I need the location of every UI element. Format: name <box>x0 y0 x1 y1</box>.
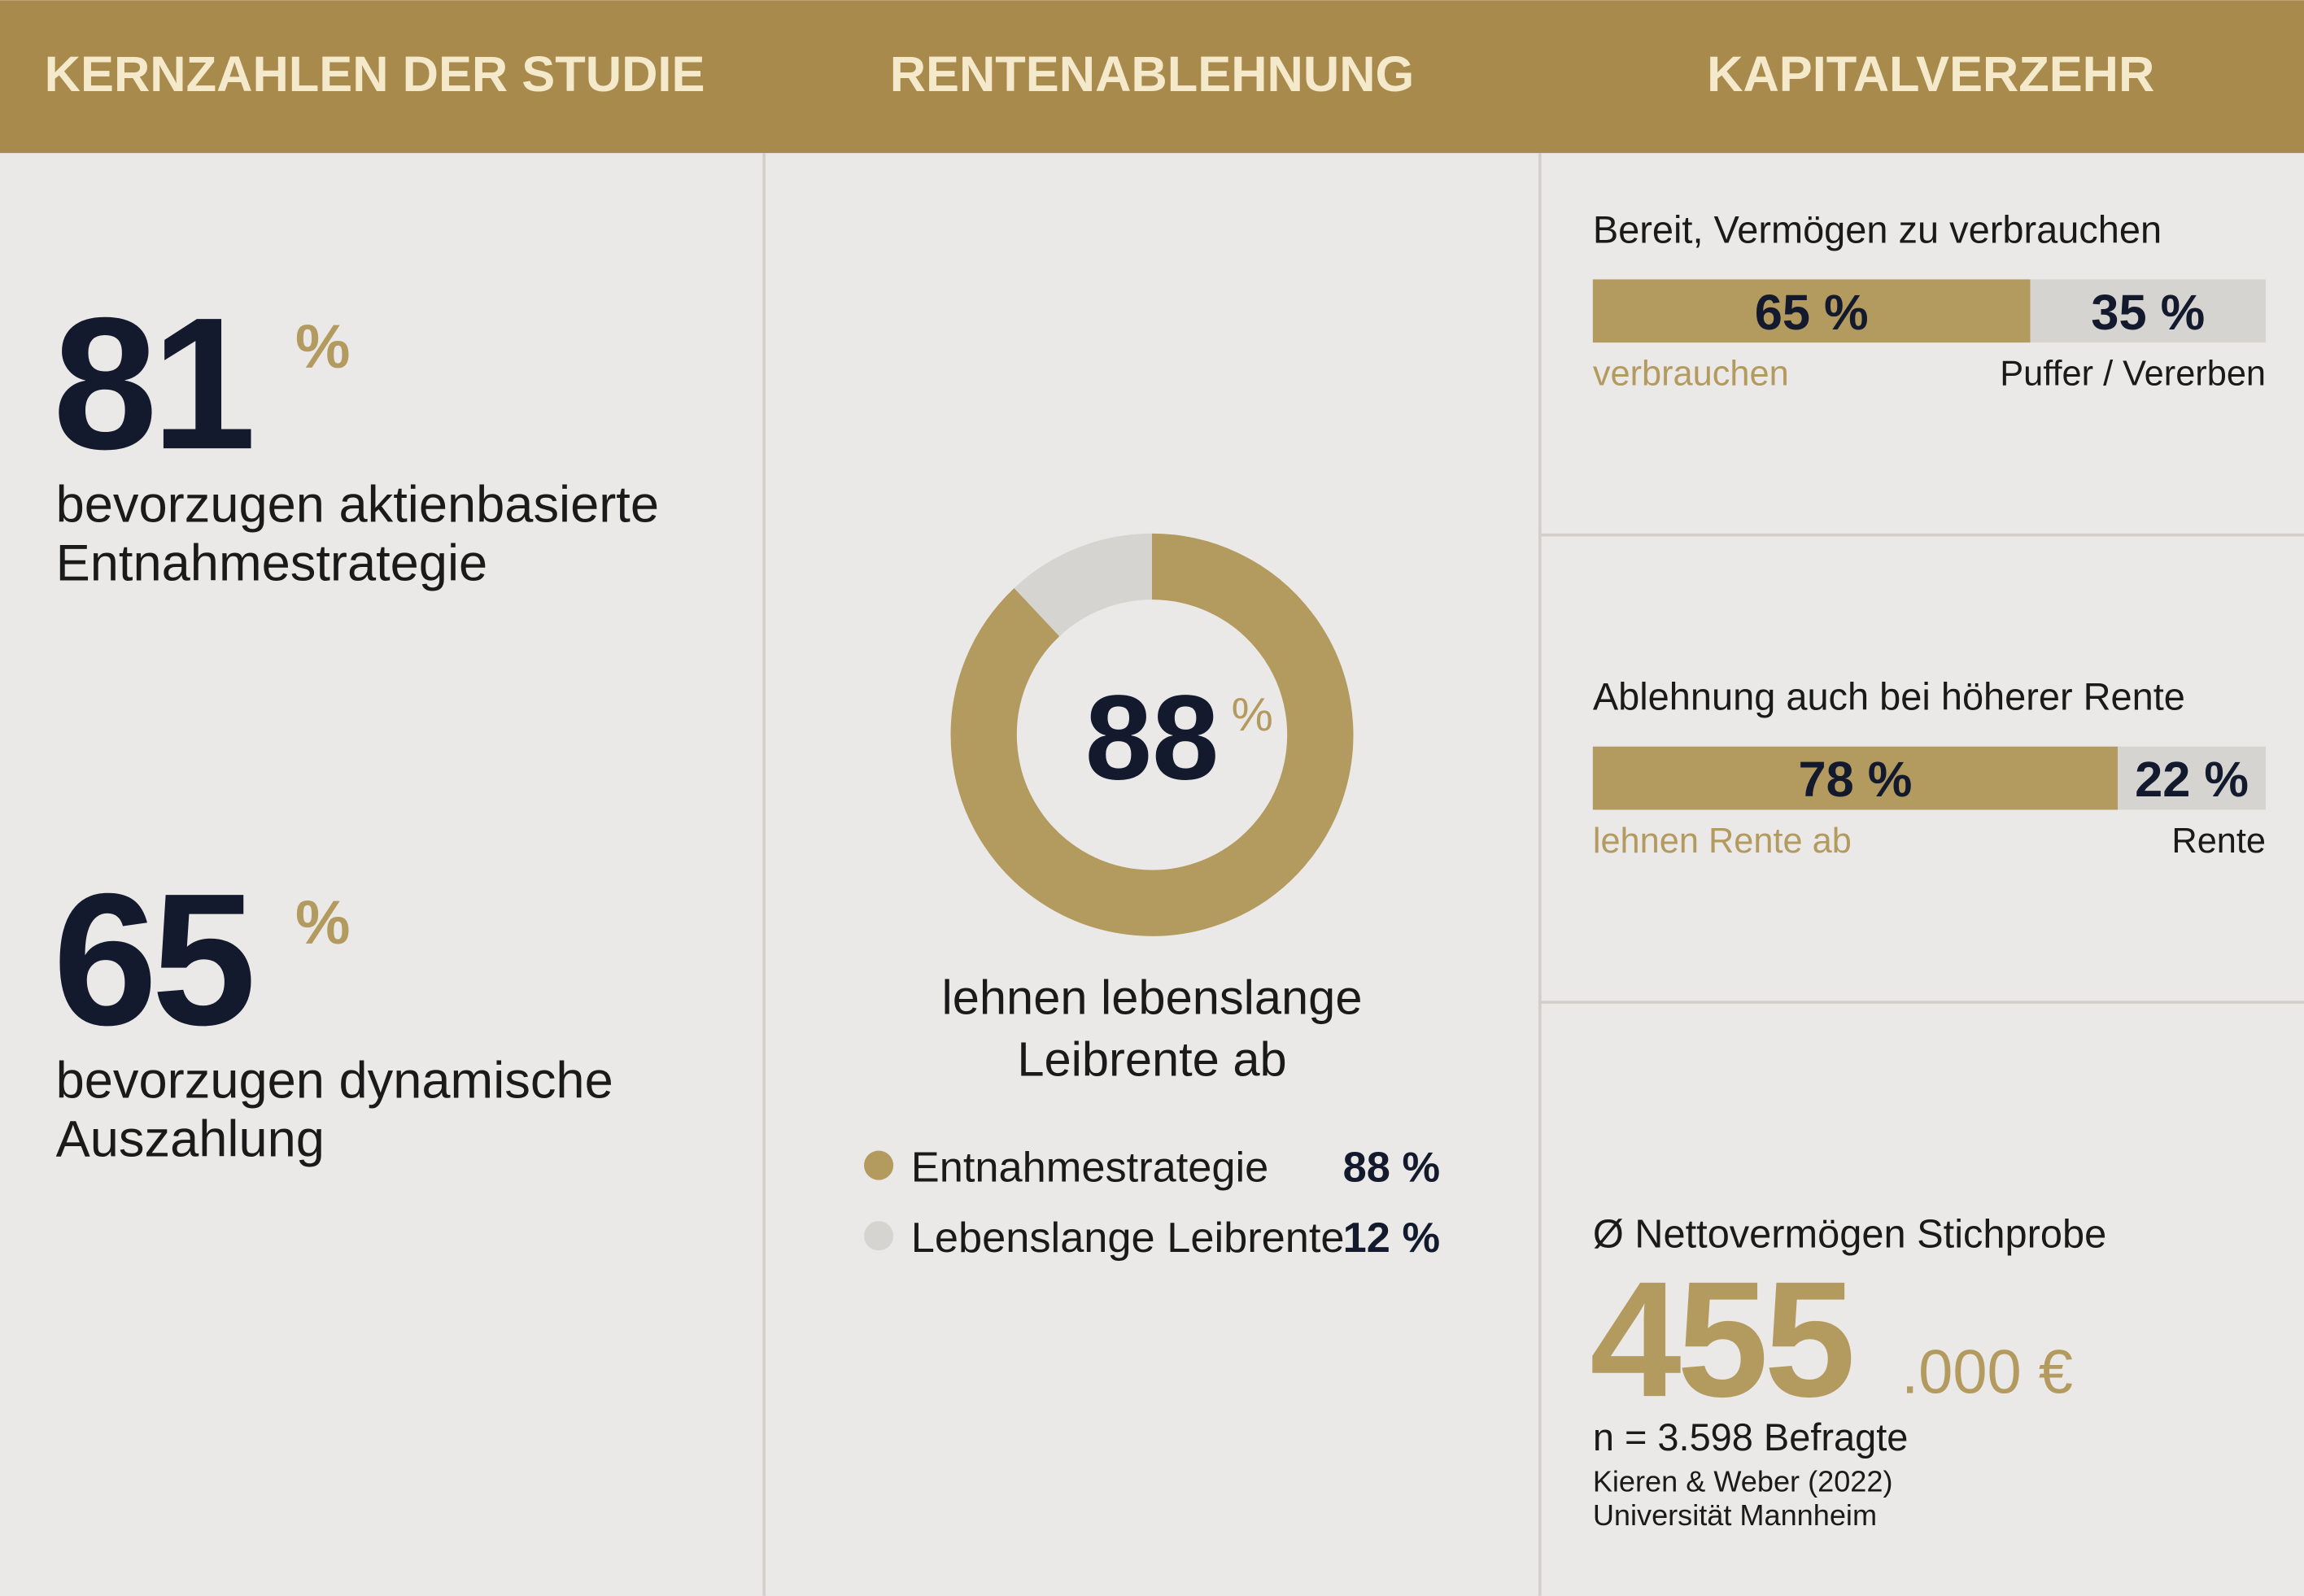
key-figure-label: Entnahmestrategie <box>56 535 488 592</box>
source: Kieren & Weber (2022) <box>1593 1464 1893 1498</box>
bar-segment-label: Puffer / Vererben <box>2000 354 2266 393</box>
bar-value-label: 78 % <box>1798 752 1912 808</box>
key-figure-unit: % <box>295 888 350 957</box>
legend-label: Lebenslange Leibrente <box>911 1214 1345 1262</box>
bar-segment <box>1592 746 2119 810</box>
donut-segment <box>1014 533 1153 637</box>
bar-value-label: 65 % <box>1755 285 1869 341</box>
bar-segment <box>2118 746 2267 810</box>
header-title: KERNZAHLEN DER STUDIE <box>45 46 705 102</box>
legend-value: 12 % <box>1343 1214 1440 1262</box>
header-title: RENTENABLEHNUNG <box>890 46 1415 102</box>
key-figure-value: 65 <box>53 854 251 1064</box>
bar-value-label: 35 % <box>2091 285 2205 341</box>
bar-segment <box>1592 279 2031 343</box>
key-figure-value: 81 <box>53 278 251 488</box>
key-figure-label: Auszahlung <box>56 1111 325 1168</box>
legend-label: Entnahmestrategie <box>911 1144 1269 1191</box>
bar-value-label: 22 % <box>2135 752 2249 808</box>
net-worth-suffix: .000 € <box>1901 1337 2073 1406</box>
donut-center-value: 88 <box>1085 671 1220 805</box>
key-figure-label: bevorzugen aktienbasierte <box>56 476 659 533</box>
donut-center-unit: % <box>1232 689 1273 741</box>
legend-marker <box>864 1221 894 1251</box>
bar-title: Ablehnung auch bei höherer Rente <box>1593 675 2185 718</box>
bar-segment-label: lehnen Rente ab <box>1593 822 1852 861</box>
source: Universität Mannheim <box>1593 1498 1877 1532</box>
header-title: KAPITALVERZEHR <box>1707 46 2154 102</box>
legend-value: 88 % <box>1343 1144 1440 1191</box>
key-figure-label: bevorzugen dynamische <box>56 1052 613 1109</box>
donut-segment <box>950 533 1354 936</box>
legend-marker <box>864 1150 894 1180</box>
header-bar <box>0 0 2304 154</box>
donut-caption: lehnen lebenslange <box>942 970 1363 1025</box>
sample-size: n = 3.598 Befragte <box>1593 1415 1909 1459</box>
bar-segment-label: Rente <box>2171 822 2266 861</box>
bar-title: Bereit, Vermögen zu verbrauchen <box>1593 207 2162 251</box>
bar-segment-label: verbrauchen <box>1593 354 1789 393</box>
bar-segment <box>2030 279 2267 343</box>
key-figure-unit: % <box>295 312 350 382</box>
net-worth-value: 455 <box>1590 1247 1851 1431</box>
donut-caption: Leibrente ab <box>1017 1031 1286 1086</box>
net-worth-title: Ø Nettovermögen Stichprobe <box>1593 1213 2106 1257</box>
